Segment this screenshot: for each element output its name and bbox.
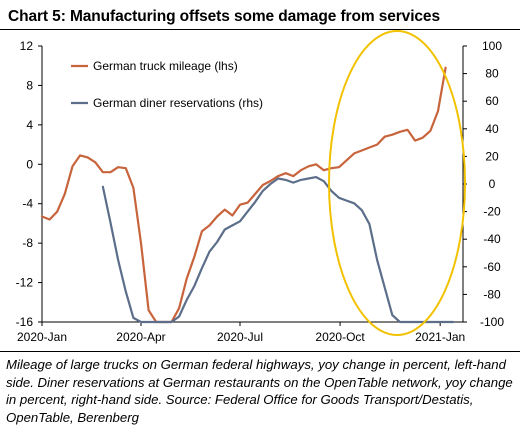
y-left-tick-label: -4 <box>22 197 33 211</box>
truck-mileage-line <box>40 66 447 324</box>
series-lines <box>40 66 455 324</box>
chart-title: Chart 5: Manufacturing offsets some dama… <box>8 8 440 25</box>
y-right-tick-label: -80 <box>483 287 501 301</box>
y-right-tick-label: 40 <box>485 122 499 136</box>
y-left-tick-label: -8 <box>22 236 33 250</box>
y-left-tick-label: 12 <box>20 39 34 53</box>
y-left-tick-label: 4 <box>26 118 33 132</box>
y-right-tick-label: -100 <box>480 315 504 329</box>
y-right-tick-label: 100 <box>482 39 502 53</box>
x-tick-label: 2021-Jan <box>415 330 465 344</box>
y-right-tick-label: -20 <box>483 205 501 219</box>
y-right-tick-label: 80 <box>485 67 499 81</box>
x-tick-label: 2020-Apr <box>116 330 165 344</box>
y-right-tick-label: 60 <box>485 94 499 108</box>
x-tick-label: 2020-Jan <box>17 330 67 344</box>
y-left-tick-label: 0 <box>26 157 33 171</box>
caption-rule <box>0 351 520 352</box>
y-left-tick-label: -16 <box>16 315 34 329</box>
x-tick-label: 2020-Oct <box>315 330 365 344</box>
y-left-tick-label: -12 <box>16 276 34 290</box>
title-rule <box>0 29 520 30</box>
legend-label: German truck mileage (lhs) <box>93 59 238 73</box>
annotations <box>328 30 466 336</box>
y-right-tick-label: -40 <box>483 232 501 246</box>
y-right-tick-label: -60 <box>483 260 501 274</box>
axes: 12840-4-8-12-16100806040200-20-40-60-80-… <box>16 39 505 344</box>
diner-reservations-line <box>101 176 455 324</box>
line-chart: 12840-4-8-12-16100806040200-20-40-60-80-… <box>16 30 505 344</box>
legend-label: German diner reservations (rhs) <box>93 96 263 110</box>
y-left-tick-label: 8 <box>26 78 33 92</box>
y-right-tick-label: 0 <box>489 177 496 191</box>
y-right-tick-label: 20 <box>485 149 499 163</box>
x-tick-label: 2020-Jul <box>217 330 263 344</box>
chart-caption: Mileage of large trucks on German federa… <box>6 357 513 425</box>
legend: German truck mileage (lhs) German diner r… <box>71 59 263 110</box>
highlight-ellipse <box>328 30 466 336</box>
